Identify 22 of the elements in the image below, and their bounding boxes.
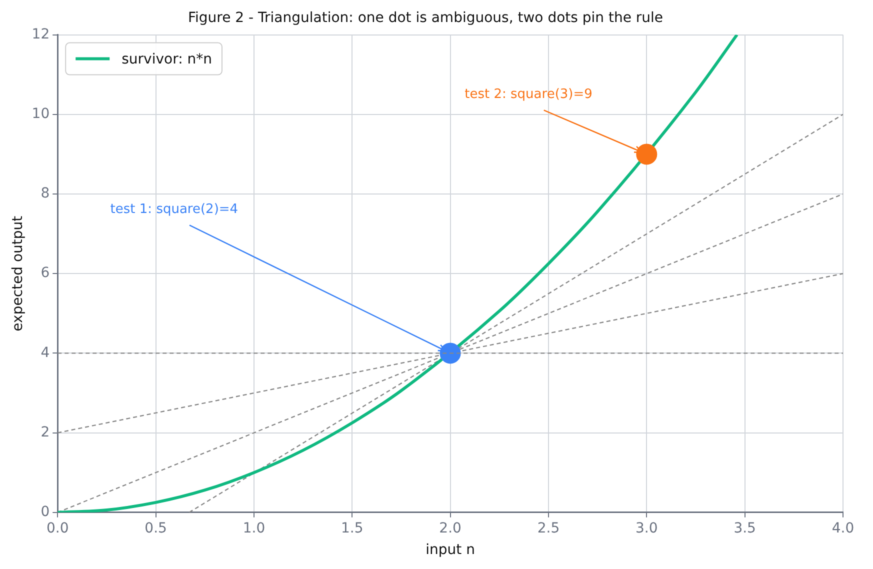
chart-title: Figure 2 - Triangulation: one dot is ambiguous, two dots pin the rule [188,10,664,26]
y-tick-label: 10 [32,106,50,122]
annotation: test 2: square(3)=9 [464,87,592,102]
y-axis-title: expected output [10,215,26,332]
legend-label: survivor: n*n [122,51,212,68]
x-tick-label: 1.5 [341,520,364,536]
y-tick-label: 4 [40,344,50,361]
y-tick-label: 8 [40,186,50,202]
x-axis-title: input n [426,542,475,558]
x-tick-label: 2.0 [439,520,462,536]
x-tick-label: 3.0 [636,520,658,536]
x-tick-label: 0.0 [46,520,69,536]
x-tick-label: 0.5 [144,520,167,536]
x-tick-label: 3.5 [734,520,756,536]
y-tick-label: 0 [40,504,50,520]
x-tick-label: 2.5 [537,520,560,536]
y-tick-label: 6 [40,265,50,282]
y-tick-label: 2 [40,424,50,440]
y-tick-label: 12 [32,26,50,42]
x-tick-label: 4.0 [832,520,854,536]
annotation: test 1: square(2)=4 [110,202,238,218]
x-tick-label: 1.0 [242,520,266,536]
